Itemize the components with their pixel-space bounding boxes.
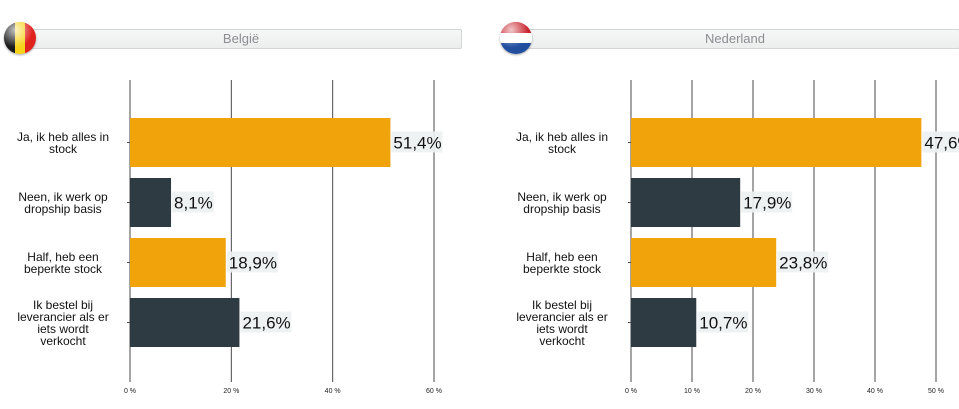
bar bbox=[130, 238, 226, 287]
category-label-line: Neen, ik werk op bbox=[517, 189, 607, 204]
value-label-background bbox=[226, 251, 278, 273]
bar bbox=[130, 118, 391, 167]
panel-title-netherlands: Nederland bbox=[510, 29, 959, 49]
value-label-background bbox=[172, 191, 214, 213]
category-label-line: Half, heb een bbox=[526, 249, 598, 264]
value-label: 51,4% bbox=[393, 134, 441, 153]
category-label-line: verkocht bbox=[539, 333, 585, 348]
panel-title-belgium: België bbox=[20, 29, 462, 49]
x-tick-label: 0 % bbox=[124, 388, 136, 395]
x-tick-label: 30 % bbox=[806, 388, 822, 395]
category-label-line: Ja, ik heb alles in bbox=[16, 129, 110, 144]
category-label-line: dropship basis bbox=[523, 201, 601, 216]
category-label-line: beperkte stock bbox=[23, 261, 103, 276]
category-label: Ja, ik heb alles in stock bbox=[1, 131, 125, 155]
value-label-background bbox=[777, 251, 829, 273]
category-label-line: Ik bestel bij bbox=[32, 297, 94, 312]
category-label-line: stock bbox=[48, 141, 77, 156]
value-label: 17,9% bbox=[743, 194, 791, 213]
category-label: Ja, ik heb alles in stock bbox=[497, 131, 627, 155]
value-label: 8,1% bbox=[174, 194, 213, 213]
value-label: 18,9% bbox=[229, 254, 277, 273]
value-label: 21,6% bbox=[242, 314, 290, 333]
value-label-background bbox=[391, 131, 443, 153]
x-tick-label: 0 % bbox=[625, 388, 637, 395]
value-label-background bbox=[240, 311, 292, 333]
x-tick-label: 10 % bbox=[684, 388, 700, 395]
category-label-line: stock bbox=[547, 141, 576, 156]
netherlands-panel: Nederland 0 % 10 % 20 % 30 % 40 % 50 % 47,6% 17… bbox=[490, 0, 959, 409]
value-label-background bbox=[697, 311, 749, 333]
category-label-line: iets wordt bbox=[536, 321, 588, 336]
bar bbox=[631, 298, 697, 347]
category-label-line: dropship basis bbox=[24, 201, 102, 216]
bar bbox=[631, 178, 741, 227]
belgium-flag-icon bbox=[4, 22, 36, 54]
category-label: Neen, ik werk op dropship basis bbox=[1, 191, 125, 215]
chart-belgium: 0 % 20 % 40 % 60 % 51,4% 8,1% 18,9% 21,6% bbox=[124, 80, 443, 395]
value-label: 10,7% bbox=[699, 314, 747, 333]
x-tick-label: 60 % bbox=[426, 388, 442, 395]
bar bbox=[631, 118, 922, 167]
category-label-line: beperkte stock bbox=[522, 261, 602, 276]
value-label-background bbox=[741, 191, 793, 213]
category-label-line: verkocht bbox=[40, 333, 86, 348]
category-label-line: Neen, ik werk op bbox=[18, 189, 108, 204]
category-label-line: leverancier als er bbox=[17, 309, 109, 324]
x-tick-label: 40 % bbox=[867, 388, 883, 395]
category-label-line: Ik bestel bij bbox=[531, 297, 593, 312]
x-tick-label: 50 % bbox=[928, 388, 944, 395]
belgium-panel: België 0 % 20 % 40 % 60 % 51,4% 8,1% 18,9% 21,6… bbox=[0, 0, 470, 409]
category-label-line: leverancier als er bbox=[516, 309, 608, 324]
netherlands-flag-icon bbox=[500, 22, 532, 54]
x-tick-label: 40 % bbox=[325, 388, 341, 395]
chart-netherlands: 0 % 10 % 20 % 30 % 40 % 50 % 47,6% 17,9% 23,8% 10… bbox=[625, 80, 959, 395]
category-label: Ik bestel bij leverancier als er iets word… bbox=[497, 299, 627, 347]
category-label-line: Half, heb een bbox=[27, 249, 99, 264]
value-label: 23,8% bbox=[779, 254, 827, 273]
x-tick-label: 20 % bbox=[745, 388, 761, 395]
value-label: 47,6% bbox=[924, 134, 959, 153]
x-tick-label: 20 % bbox=[223, 388, 239, 395]
category-label: Half, heb een beperkte stock bbox=[497, 251, 627, 275]
bar bbox=[130, 298, 240, 347]
value-label-background bbox=[922, 131, 959, 153]
category-label-line: Ja, ik heb alles in bbox=[515, 129, 609, 144]
bar bbox=[631, 238, 777, 287]
category-label: Half, heb een beperkte stock bbox=[1, 251, 125, 275]
category-label-line: iets wordt bbox=[37, 321, 89, 336]
bar bbox=[130, 178, 172, 227]
category-label: Ik bestel bij leverancier als er iets word… bbox=[1, 299, 125, 347]
category-label: Neen, ik werk op dropship basis bbox=[497, 191, 627, 215]
